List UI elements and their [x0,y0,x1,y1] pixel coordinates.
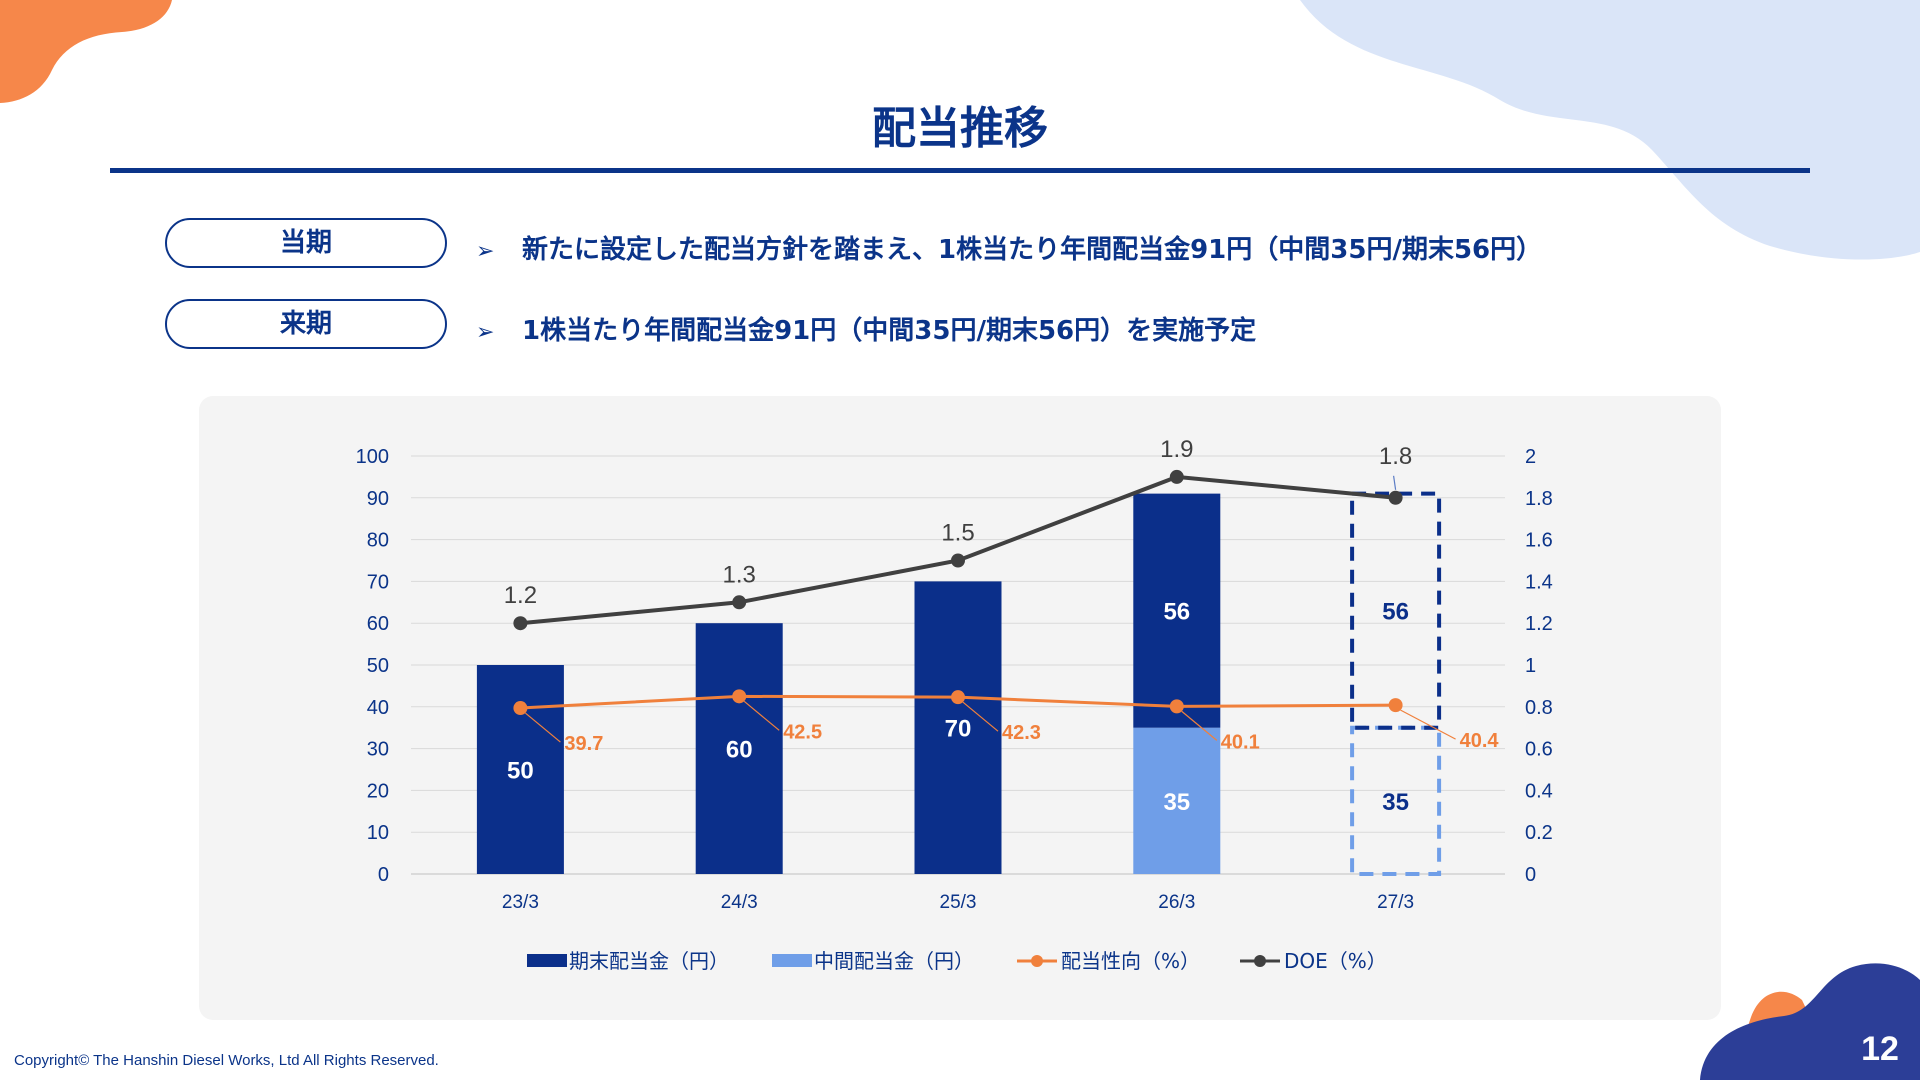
bullet-next: ➢ 1株当たり年間配当金91円（中間35円/期末56円）を実施予定 [476,310,1256,347]
page-title: 配当推移 [872,103,1048,154]
x-tick-label: 27/3 [1377,892,1414,913]
y-tick-label: 50 [367,655,389,677]
bar-interim-label: 35 [1163,789,1190,816]
payout-point [513,701,528,716]
doe-label: 1.8 [1379,443,1412,470]
bar-final [695,623,783,874]
y2-tick-label: 1.2 [1525,613,1553,635]
y2-tick-label: 1.8 [1525,488,1553,510]
doe-label: 1.5 [941,520,974,547]
y-tick-label: 0 [378,864,389,886]
y2-tick-label: 2 [1525,446,1536,468]
y2-tick-label: 1.4 [1525,571,1553,593]
payout-label: 40.4 [1460,730,1500,752]
bar-final [476,665,564,874]
x-tick-label: 26/3 [1158,892,1195,913]
y-tick-label: 70 [367,571,389,593]
doe-label: 1.2 [504,582,537,609]
bar-final-label: 56 [1163,599,1190,626]
payout-label: 39.7 [564,733,603,755]
bullet-current: ➢ 新たに設定した配当方針を踏まえ、1株当たり年間配当金91円（中間35円/期末5… [476,229,1542,266]
legend-final-label: 期末配当金（円） [569,949,729,973]
title-underline [110,168,1810,173]
dividend-chart: 0 10 20 30 40 50 60 70 80 90 100 0 0.2 0.4 0.6 0.8 1 1.2 1… [356,436,1553,973]
payout-point [732,689,747,704]
doe-point [513,616,528,631]
corner-blob-bottom-right [1700,963,1920,1080]
payout-point [1169,699,1184,714]
x-tick-label: 24/3 [721,892,758,913]
payout-label: 40.1 [1221,731,1260,753]
doe-point [1169,469,1184,484]
bar-final-label: 56 [1382,599,1409,626]
legend-interim-label: 中間配当金（円） [814,949,974,973]
payout-leader [1181,710,1218,741]
payout-leader [743,700,780,731]
y-tick-label: 60 [367,613,389,635]
x-tick-label: 23/3 [502,892,539,913]
payout-leader [1400,709,1456,740]
legend-doe-label: DOE（%） [1284,949,1387,973]
period-tag-current: 当期 [165,218,447,268]
legend-payout-label: 配当性向（%） [1061,949,1200,973]
legend-final-swatch [527,954,567,967]
bar-interim [1133,727,1221,874]
bar-final-label: 70 [945,716,972,743]
payout-point [951,690,965,705]
bar-final-label: 50 [507,758,534,785]
arrow-bullet-icon: ➢ [476,320,495,345]
doe-label: 1.9 [1160,436,1193,463]
corner-blob-top-left [0,0,172,103]
copyright-text: Copyright© The Hanshin Diesel Works, Ltd… [14,1052,439,1069]
y-tick-label: 10 [367,822,389,844]
corner-blob-top-right [1300,0,1920,260]
page-number: 12 [1861,1030,1899,1068]
legend-interim-swatch [772,954,812,967]
y-tick-label: 100 [356,446,389,468]
y2-tick-label: 0.8 [1525,697,1553,719]
payout-label: 42.3 [1002,722,1041,744]
y2-tick-label: 0.6 [1525,739,1553,761]
y2-tick-label: 0.2 [1525,822,1553,844]
legend-doe-swatch-dot [1254,955,1266,967]
doe-point [951,553,965,568]
arrow-bullet-icon: ➢ [476,239,495,264]
bar-final [1133,493,1221,728]
legend-payout-swatch-dot [1031,955,1043,967]
bar-interim-label: 35 [1382,789,1409,816]
payout-leader [525,712,561,743]
doe-point [732,595,747,610]
forecast-bar-interim [1350,725,1442,877]
y-tick-label: 40 [367,697,389,719]
doe-label: 1.3 [723,561,756,588]
doe-point [1388,490,1403,505]
bullet-next-text: 1株当たり年間配当金91円（中間35円/期末56円）を実施予定 [522,316,1257,346]
y2-tick-label: 1 [1525,655,1536,677]
y-tick-label: 30 [367,739,389,761]
y2-tick-label: 0 [1525,864,1536,886]
payout-point [1388,698,1403,713]
y2-tick-label: 0.4 [1525,780,1553,802]
doe-leader [1393,475,1397,490]
y-tick-label: 20 [367,780,389,802]
chart-panel: 0 10 20 30 40 50 60 70 80 90 100 0 0.2 0.4 0.6 0.8 1 1.2 1… [199,396,1721,1020]
payout-label: 42.5 [783,721,822,743]
payout-leader [962,701,999,732]
bullet-current-text: 新たに設定した配当方針を踏まえ、1株当たり年間配当金91円（中間35円/期末56… [522,235,1543,265]
x-tick-label: 25/3 [940,892,977,913]
bar-final [914,581,1002,874]
period-tag-next: 来期 [165,299,447,349]
y2-tick-label: 1.6 [1525,530,1553,552]
bar-final-label: 60 [726,737,753,764]
y-tick-label: 80 [367,530,389,552]
y-tick-label: 90 [367,488,389,510]
